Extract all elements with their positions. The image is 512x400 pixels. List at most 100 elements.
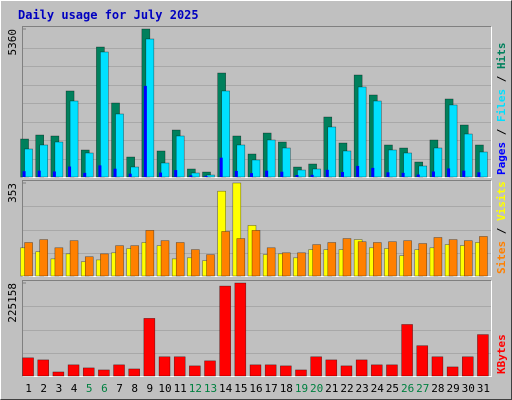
bar — [462, 170, 466, 177]
x-tick-label: 31 — [477, 382, 490, 395]
bar — [403, 152, 412, 178]
bar — [264, 364, 277, 377]
bar — [191, 172, 200, 178]
bar — [388, 149, 397, 178]
bar — [418, 165, 428, 178]
x-tick-label: 6 — [101, 382, 108, 395]
bar — [464, 240, 473, 277]
bar — [24, 148, 33, 178]
bar — [206, 254, 215, 277]
bar — [115, 245, 124, 277]
bar — [433, 147, 443, 178]
bar — [113, 168, 117, 177]
bar — [386, 364, 398, 377]
bar — [234, 170, 238, 177]
legend: KBytes — [495, 334, 508, 374]
bar — [67, 364, 80, 377]
panel-bevel — [22, 180, 492, 277]
bar — [446, 366, 459, 377]
legend-entry: Files — [495, 89, 508, 122]
bar — [236, 144, 246, 178]
panel-bevel — [22, 180, 492, 277]
bar — [416, 345, 429, 377]
legend-separator: / — [495, 122, 508, 142]
bar — [282, 147, 291, 178]
legend-separator: / — [495, 69, 508, 89]
bar — [342, 238, 352, 277]
bar — [371, 167, 375, 177]
bar — [310, 174, 314, 177]
bar — [234, 282, 247, 377]
x-tick-label: 15 — [234, 382, 247, 395]
bar — [371, 364, 383, 377]
x-tick-label: 30 — [462, 382, 475, 395]
bar — [143, 85, 147, 177]
bar — [68, 166, 72, 177]
bar — [312, 244, 321, 277]
y-tick-label: 225158 — [6, 283, 19, 323]
legend-entry: KBytes — [495, 334, 508, 374]
x-tick-label: 18 — [280, 382, 293, 395]
bar — [357, 86, 367, 178]
bar — [175, 242, 185, 277]
bar — [143, 318, 156, 377]
bar — [479, 236, 488, 277]
x-tick-label: 17 — [265, 382, 278, 395]
bar — [340, 172, 344, 177]
bar — [340, 365, 353, 377]
bar — [39, 144, 48, 178]
bar — [418, 243, 428, 277]
x-tick-label: 19 — [295, 382, 308, 395]
x-tick-label: 7 — [116, 382, 123, 395]
bar — [403, 240, 412, 277]
x-tick-label: 4 — [71, 382, 78, 395]
bar — [310, 356, 322, 377]
bar — [128, 173, 132, 177]
bar — [128, 368, 140, 377]
bar — [100, 253, 109, 277]
bar — [98, 165, 102, 177]
panel-bevel — [22, 26, 492, 178]
x-tick-label: 24 — [371, 382, 385, 395]
bar — [54, 247, 64, 277]
bar — [327, 242, 337, 277]
bar — [22, 357, 34, 377]
bar — [130, 245, 139, 277]
x-tick-label: 8 — [131, 382, 138, 395]
bar — [52, 171, 56, 177]
bar — [295, 369, 307, 377]
bar — [204, 175, 208, 177]
x-tick-label: 27 — [416, 382, 429, 395]
bar — [356, 165, 360, 177]
panel-bevel — [22, 280, 492, 377]
x-tick-label: 23 — [356, 382, 369, 395]
x-tick-label: 26 — [401, 382, 414, 395]
bar — [39, 239, 48, 277]
legend: Pages / Files / Hits — [495, 43, 508, 176]
bar — [98, 369, 110, 377]
bar — [174, 170, 178, 177]
y-tick-label: 5360 — [6, 29, 19, 56]
bar — [448, 239, 458, 277]
panel-bevel — [22, 280, 492, 377]
bar — [22, 171, 26, 177]
x-tick-label: 2 — [40, 382, 47, 395]
bar — [100, 51, 109, 178]
chart-title: Daily usage for July 2025 — [18, 8, 199, 22]
bar — [266, 139, 276, 178]
bar — [327, 126, 337, 178]
bar — [295, 175, 299, 177]
bar — [266, 247, 276, 277]
legend-entry: Sites — [495, 241, 508, 274]
bar — [159, 172, 163, 177]
bar — [342, 150, 352, 178]
bar — [433, 237, 443, 277]
bar — [431, 171, 435, 177]
bar — [236, 238, 246, 277]
bar — [280, 171, 284, 177]
y-tick-label: 353 — [6, 183, 19, 203]
bar — [447, 168, 451, 177]
bar — [388, 241, 397, 277]
bar — [249, 364, 262, 377]
bar — [52, 371, 65, 377]
